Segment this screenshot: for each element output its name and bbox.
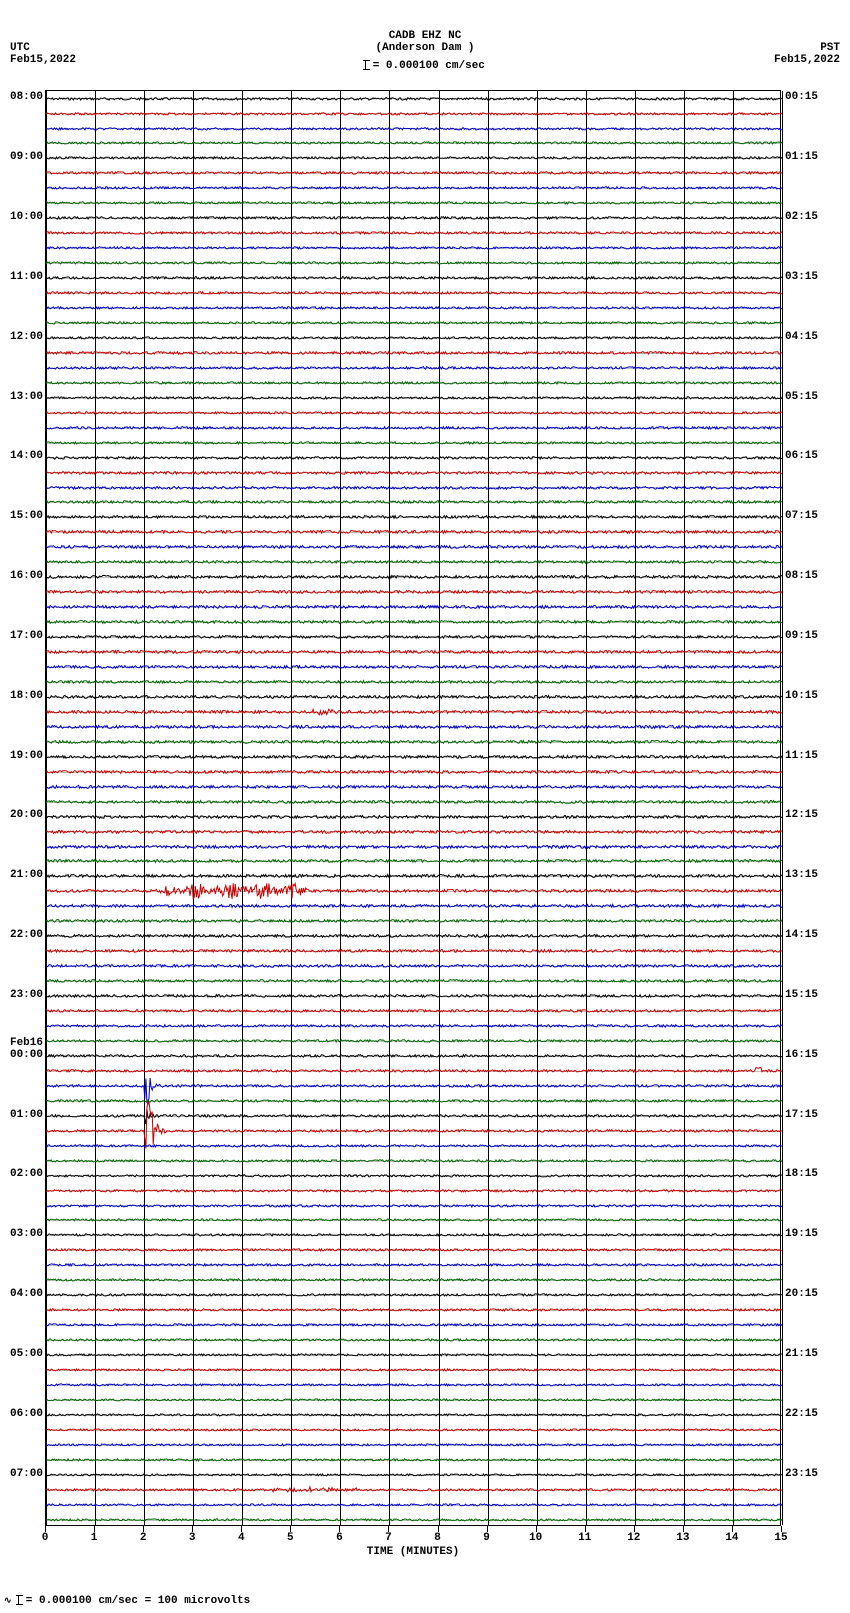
utc-time-label: 08:00 [10, 91, 43, 103]
utc-time-label: 09:00 [10, 151, 43, 163]
xaxis-tick-label: 3 [182, 1532, 202, 1544]
pst-time-label: 07:15 [785, 510, 818, 522]
utc-time-label: 00:00 [10, 1049, 43, 1061]
utc-time-label: 03:00 [10, 1228, 43, 1240]
pst-time-label: 12:15 [785, 809, 818, 821]
xaxis-tick-label: 10 [526, 1532, 546, 1544]
utc-time-label: 04:00 [10, 1288, 43, 1300]
utc-time-label: 20:00 [10, 809, 43, 821]
pst-time-label: 13:15 [785, 869, 818, 881]
xaxis-tick-label: 8 [428, 1532, 448, 1544]
utc-time-label: 07:00 [10, 1468, 43, 1480]
pst-time-label: 18:15 [785, 1168, 818, 1180]
seismogram-plot [45, 90, 781, 1526]
xaxis-tick-label: 6 [329, 1532, 349, 1544]
pst-time-label: 21:15 [785, 1348, 818, 1360]
utc-time-label: 05:00 [10, 1348, 43, 1360]
pst-time-label: 04:15 [785, 331, 818, 343]
station-code: CADB EHZ NC [0, 30, 850, 42]
xaxis-tick-label: 4 [231, 1532, 251, 1544]
utc-time-label: 12:00 [10, 331, 43, 343]
xaxis-tick-label: 2 [133, 1532, 153, 1544]
pst-time-label: 03:15 [785, 271, 818, 283]
pst-time-label: 19:15 [785, 1228, 818, 1240]
xaxis-tick-label: 7 [378, 1532, 398, 1544]
utc-date-prefix: Feb16 [10, 1037, 43, 1049]
date-right-label: Feb15,2022 [774, 54, 840, 66]
pst-time-label: 10:15 [785, 690, 818, 702]
scale-bar-icon [18, 1595, 19, 1605]
utc-time-label: 23:00 [10, 989, 43, 1001]
pst-time-label: 15:15 [785, 989, 818, 1001]
footer-text: = 0.000100 cm/sec = 100 microvolts [26, 1595, 250, 1607]
utc-time-label: 21:00 [10, 869, 43, 881]
utc-time-label: 14:00 [10, 450, 43, 462]
pst-time-label: 02:15 [785, 211, 818, 223]
utc-time-label: 17:00 [10, 630, 43, 642]
pst-time-label: 08:15 [785, 570, 818, 582]
xaxis-title: TIME (MINUTES) [45, 1546, 781, 1558]
footer-wiggle: ∿ [4, 1596, 12, 1606]
pst-time-label: 23:15 [785, 1468, 818, 1480]
pst-time-label: 20:15 [785, 1288, 818, 1300]
utc-time-label: 19:00 [10, 750, 43, 762]
pst-time-label: 14:15 [785, 929, 818, 941]
xaxis-tick-label: 15 [771, 1532, 791, 1544]
utc-time-label: 18:00 [10, 690, 43, 702]
xaxis-tick-label: 5 [280, 1532, 300, 1544]
pst-time-label: 17:15 [785, 1109, 818, 1121]
utc-time-label: 10:00 [10, 211, 43, 223]
utc-time-label: 13:00 [10, 391, 43, 403]
xaxis-tick-label: 1 [84, 1532, 104, 1544]
station-name: (Anderson Dam ) [0, 42, 850, 54]
pst-time-label: 22:15 [785, 1408, 818, 1420]
xaxis-tick-label: 11 [575, 1532, 595, 1544]
pst-time-label: 06:15 [785, 450, 818, 462]
xaxis-tick-label: 13 [673, 1532, 693, 1544]
utc-time-label: 01:00 [10, 1109, 43, 1121]
utc-time-label: 06:00 [10, 1408, 43, 1420]
xaxis-tick-label: 12 [624, 1532, 644, 1544]
pst-time-label: 00:15 [785, 91, 818, 103]
pst-time-label: 09:15 [785, 630, 818, 642]
tz-right-label: PST [774, 42, 840, 54]
pst-time-label: 16:15 [785, 1049, 818, 1061]
utc-time-label: 16:00 [10, 570, 43, 582]
pst-time-label: 01:15 [785, 151, 818, 163]
pst-time-label: 11:15 [785, 750, 818, 762]
pst-time-label: 05:15 [785, 391, 818, 403]
utc-time-label: 11:00 [10, 271, 43, 283]
xaxis-tick-label: 14 [722, 1532, 742, 1544]
xaxis-tick-label: 0 [35, 1532, 55, 1544]
utc-time-label: 15:00 [10, 510, 43, 522]
utc-time-label: 22:00 [10, 929, 43, 941]
xaxis-tick-label: 9 [477, 1532, 497, 1544]
utc-time-label: 02:00 [10, 1168, 43, 1180]
